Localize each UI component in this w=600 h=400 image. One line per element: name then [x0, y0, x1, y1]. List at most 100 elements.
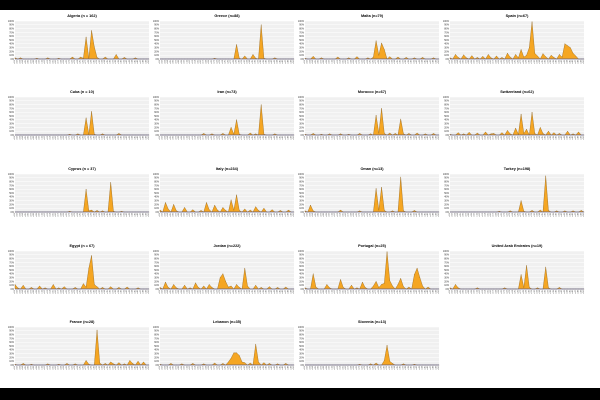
x-tick-label: c31	[386, 365, 388, 369]
x-tick-label: c16	[200, 212, 202, 216]
x-tick-label: c44	[132, 365, 134, 369]
x-tick-label: c26	[517, 212, 519, 216]
x-tick-label: c31	[386, 135, 388, 139]
y-tick-label: 20%	[9, 50, 15, 53]
x-tick-label: c44	[132, 212, 134, 216]
data-point	[252, 54, 254, 55]
x-tick-label: c44	[277, 59, 279, 63]
data-point	[222, 133, 224, 134]
y-tick-label: 40%	[444, 43, 450, 46]
x-tick-label: c24	[512, 135, 514, 139]
data-point	[85, 188, 87, 190]
x-tick-label: c41	[123, 135, 125, 139]
x-tick-label: c15	[342, 135, 344, 139]
data-point	[255, 343, 256, 345]
x-tick-label: c43	[419, 59, 421, 63]
x-tick-label: c17	[58, 59, 60, 63]
data-point	[384, 49, 385, 50]
x-tick-label: c24	[77, 365, 79, 369]
x-tick-label: c46	[427, 135, 429, 139]
x-tick-label: c36	[110, 289, 112, 293]
x-tick-label: c20	[356, 135, 358, 139]
data-point	[378, 209, 380, 211]
x-tick-label: c06	[463, 212, 465, 216]
x-tick-label: c16	[55, 365, 57, 369]
x-tick-label: c16	[55, 212, 57, 216]
data-point	[211, 133, 213, 135]
x-tick-label: c17	[203, 59, 205, 63]
x-tick-label: c49	[290, 289, 292, 293]
y-tick-label: 70%	[9, 261, 15, 264]
data-point	[570, 47, 571, 48]
data-point	[408, 286, 410, 288]
y-tick-label: 80%	[9, 181, 15, 184]
x-tick-label: c49	[290, 59, 292, 63]
x-tick-label: c22	[216, 59, 218, 63]
x-tick-label: c44	[422, 365, 424, 369]
data-point	[304, 57, 306, 59]
y-tick-label: 60%	[299, 35, 305, 38]
x-tick-label: c33	[392, 212, 394, 216]
x-tick-label: c03	[309, 365, 311, 369]
data-point	[88, 267, 90, 269]
data-point	[110, 361, 111, 363]
x-tick-label: c23	[219, 365, 221, 369]
x-tick-label: c21	[504, 135, 506, 139]
x-tick-label: c15	[197, 212, 199, 216]
x-tick-label: c12	[479, 135, 481, 139]
x-tick-label: c45	[424, 135, 426, 139]
x-tick-label: c48	[143, 289, 145, 293]
data-point	[121, 210, 122, 212]
y-tick-label: 90%	[9, 330, 15, 333]
x-tick-label: c40	[266, 212, 268, 216]
x-tick-label: c07	[465, 289, 467, 293]
x-tick-label: c10	[184, 289, 186, 293]
x-tick-label: c16	[55, 289, 57, 293]
x-tick-label: c41	[413, 59, 415, 63]
x-tick-label: c32	[99, 289, 101, 293]
data-point	[285, 286, 287, 288]
data-point	[378, 54, 380, 56]
x-tick-label: c07	[175, 365, 177, 369]
x-tick-label: c08	[468, 135, 470, 139]
x-tick-label: c46	[137, 212, 139, 216]
data-point	[567, 130, 568, 132]
x-tick-label: c41	[268, 289, 270, 293]
y-tick-label: 60%	[154, 341, 160, 344]
data-point	[523, 287, 525, 288]
data-point	[329, 133, 330, 135]
x-tick-label: c02	[17, 135, 19, 139]
x-tick-label: c34	[104, 135, 106, 139]
x-tick-label: c19	[353, 135, 355, 139]
y-tick-label: 70%	[444, 184, 450, 187]
x-tick-label: c02	[162, 365, 164, 369]
y-tick-label: 20%	[299, 50, 305, 53]
y-tick-label: 60%	[9, 341, 15, 344]
y-tick-label: 10%	[9, 284, 15, 287]
x-tick-label: c15	[342, 365, 344, 369]
y-tick-label: 10%	[9, 360, 15, 363]
x-tick-label: c15	[52, 135, 54, 139]
x-tick-label: c03	[309, 59, 311, 63]
x-tick-label: c50	[583, 289, 585, 293]
chart-panel: Greece (n=88) 0% 10% 20% 30% 40% 50% 60% 70% 80% 9…	[153, 12, 298, 84]
data-point	[17, 287, 18, 289]
data-point	[277, 287, 278, 288]
x-tick-label: c15	[487, 59, 489, 63]
y-tick-label: 100%	[153, 173, 160, 176]
data-point	[222, 207, 224, 208]
y-tick-label: 60%	[9, 188, 15, 191]
x-tick-label: c14	[485, 59, 487, 63]
x-tick-label: c11	[476, 289, 478, 293]
x-tick-label: c23	[364, 365, 366, 369]
x-tick-label: c42	[271, 289, 273, 293]
x-tick-label: c25	[80, 59, 82, 63]
x-tick-label: c48	[578, 59, 580, 63]
x-tick-label: c06	[28, 135, 30, 139]
x-tick-label: c35	[252, 212, 254, 216]
x-tick-label: c15	[342, 212, 344, 216]
area-chart: Algeria (n = 162)0%10%20%30%40%50%60%70%…	[8, 14, 150, 64]
data-point	[203, 363, 205, 365]
data-point	[222, 273, 224, 275]
x-tick-label: c20	[211, 212, 213, 216]
